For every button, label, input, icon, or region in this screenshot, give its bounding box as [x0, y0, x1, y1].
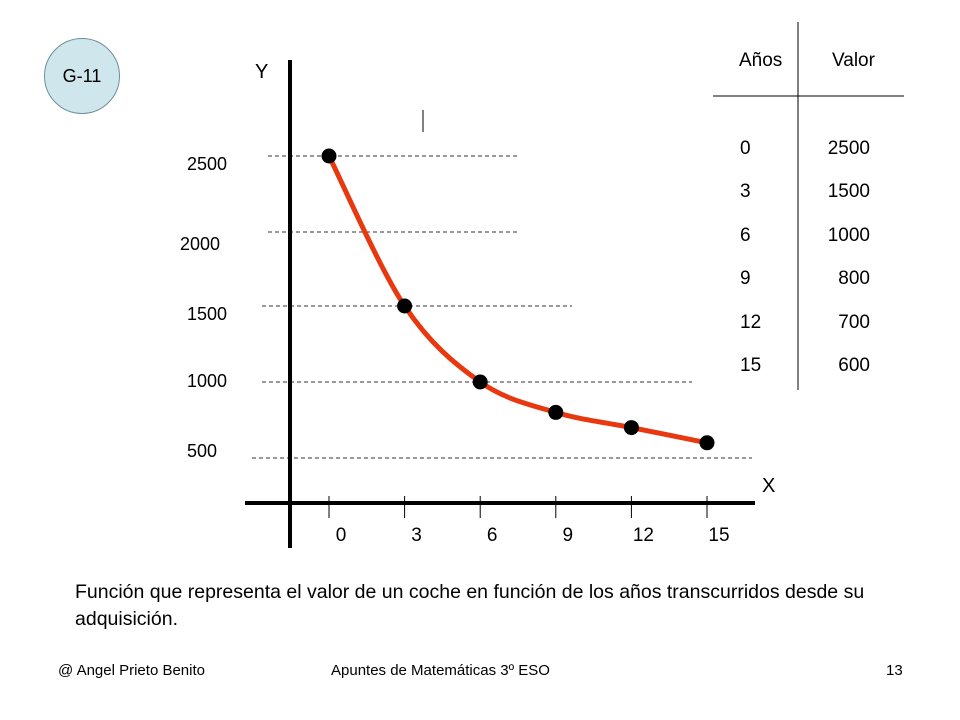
badge-label: G-11 [62, 65, 102, 86]
slide-badge: G-11 [44, 38, 120, 114]
table-cell-value: 700 [838, 312, 870, 333]
table-cell-years: 0 [740, 138, 751, 159]
table-cell-value: 1000 [827, 225, 870, 246]
data-point [548, 404, 564, 420]
y-tick-label: 1500 [187, 304, 227, 324]
x-tick-label: 0 [336, 525, 347, 546]
data-point [472, 374, 488, 390]
table-cell-value: 1500 [827, 181, 870, 202]
table-cell-value: 800 [838, 268, 870, 289]
chart-caption: Función que representa el valor de un co… [75, 581, 865, 630]
y-tick-label: 2500 [187, 154, 227, 174]
y-tick-label: 2000 [180, 234, 220, 254]
y-tick-label: 1000 [187, 371, 227, 391]
table-cell-years: 15 [740, 355, 762, 376]
table-cell-years: 12 [740, 312, 762, 333]
x-tick-label: 3 [411, 525, 422, 546]
x-tick-label: 12 [633, 525, 654, 546]
footer-page: 13 [886, 662, 903, 679]
series-curve [326, 153, 710, 446]
table-cell-years: 9 [740, 268, 751, 289]
x-axis-label: X [762, 475, 775, 497]
table-cell-years: 6 [740, 225, 751, 246]
data-point [699, 435, 715, 451]
x-tick-label: 6 [487, 525, 498, 546]
footer-author: @ Angel Prieto Benito [58, 662, 205, 679]
table-cell-value: 600 [838, 355, 870, 376]
table-cell-value: 2500 [827, 138, 870, 159]
footer-title: Apuntes de Matemáticas 3º ESO [331, 662, 550, 679]
data-point [623, 420, 639, 436]
table-header-years: Años [739, 50, 783, 71]
data-point [321, 148, 337, 164]
data-point [397, 298, 413, 314]
y-tick-label: 500 [187, 441, 217, 461]
y-axis-label: Y [255, 61, 268, 83]
table-cell-years: 3 [740, 181, 751, 202]
table-header-value: Valor [832, 50, 875, 71]
x-tick-label: 9 [563, 525, 574, 546]
x-tick-label: 15 [708, 525, 729, 546]
